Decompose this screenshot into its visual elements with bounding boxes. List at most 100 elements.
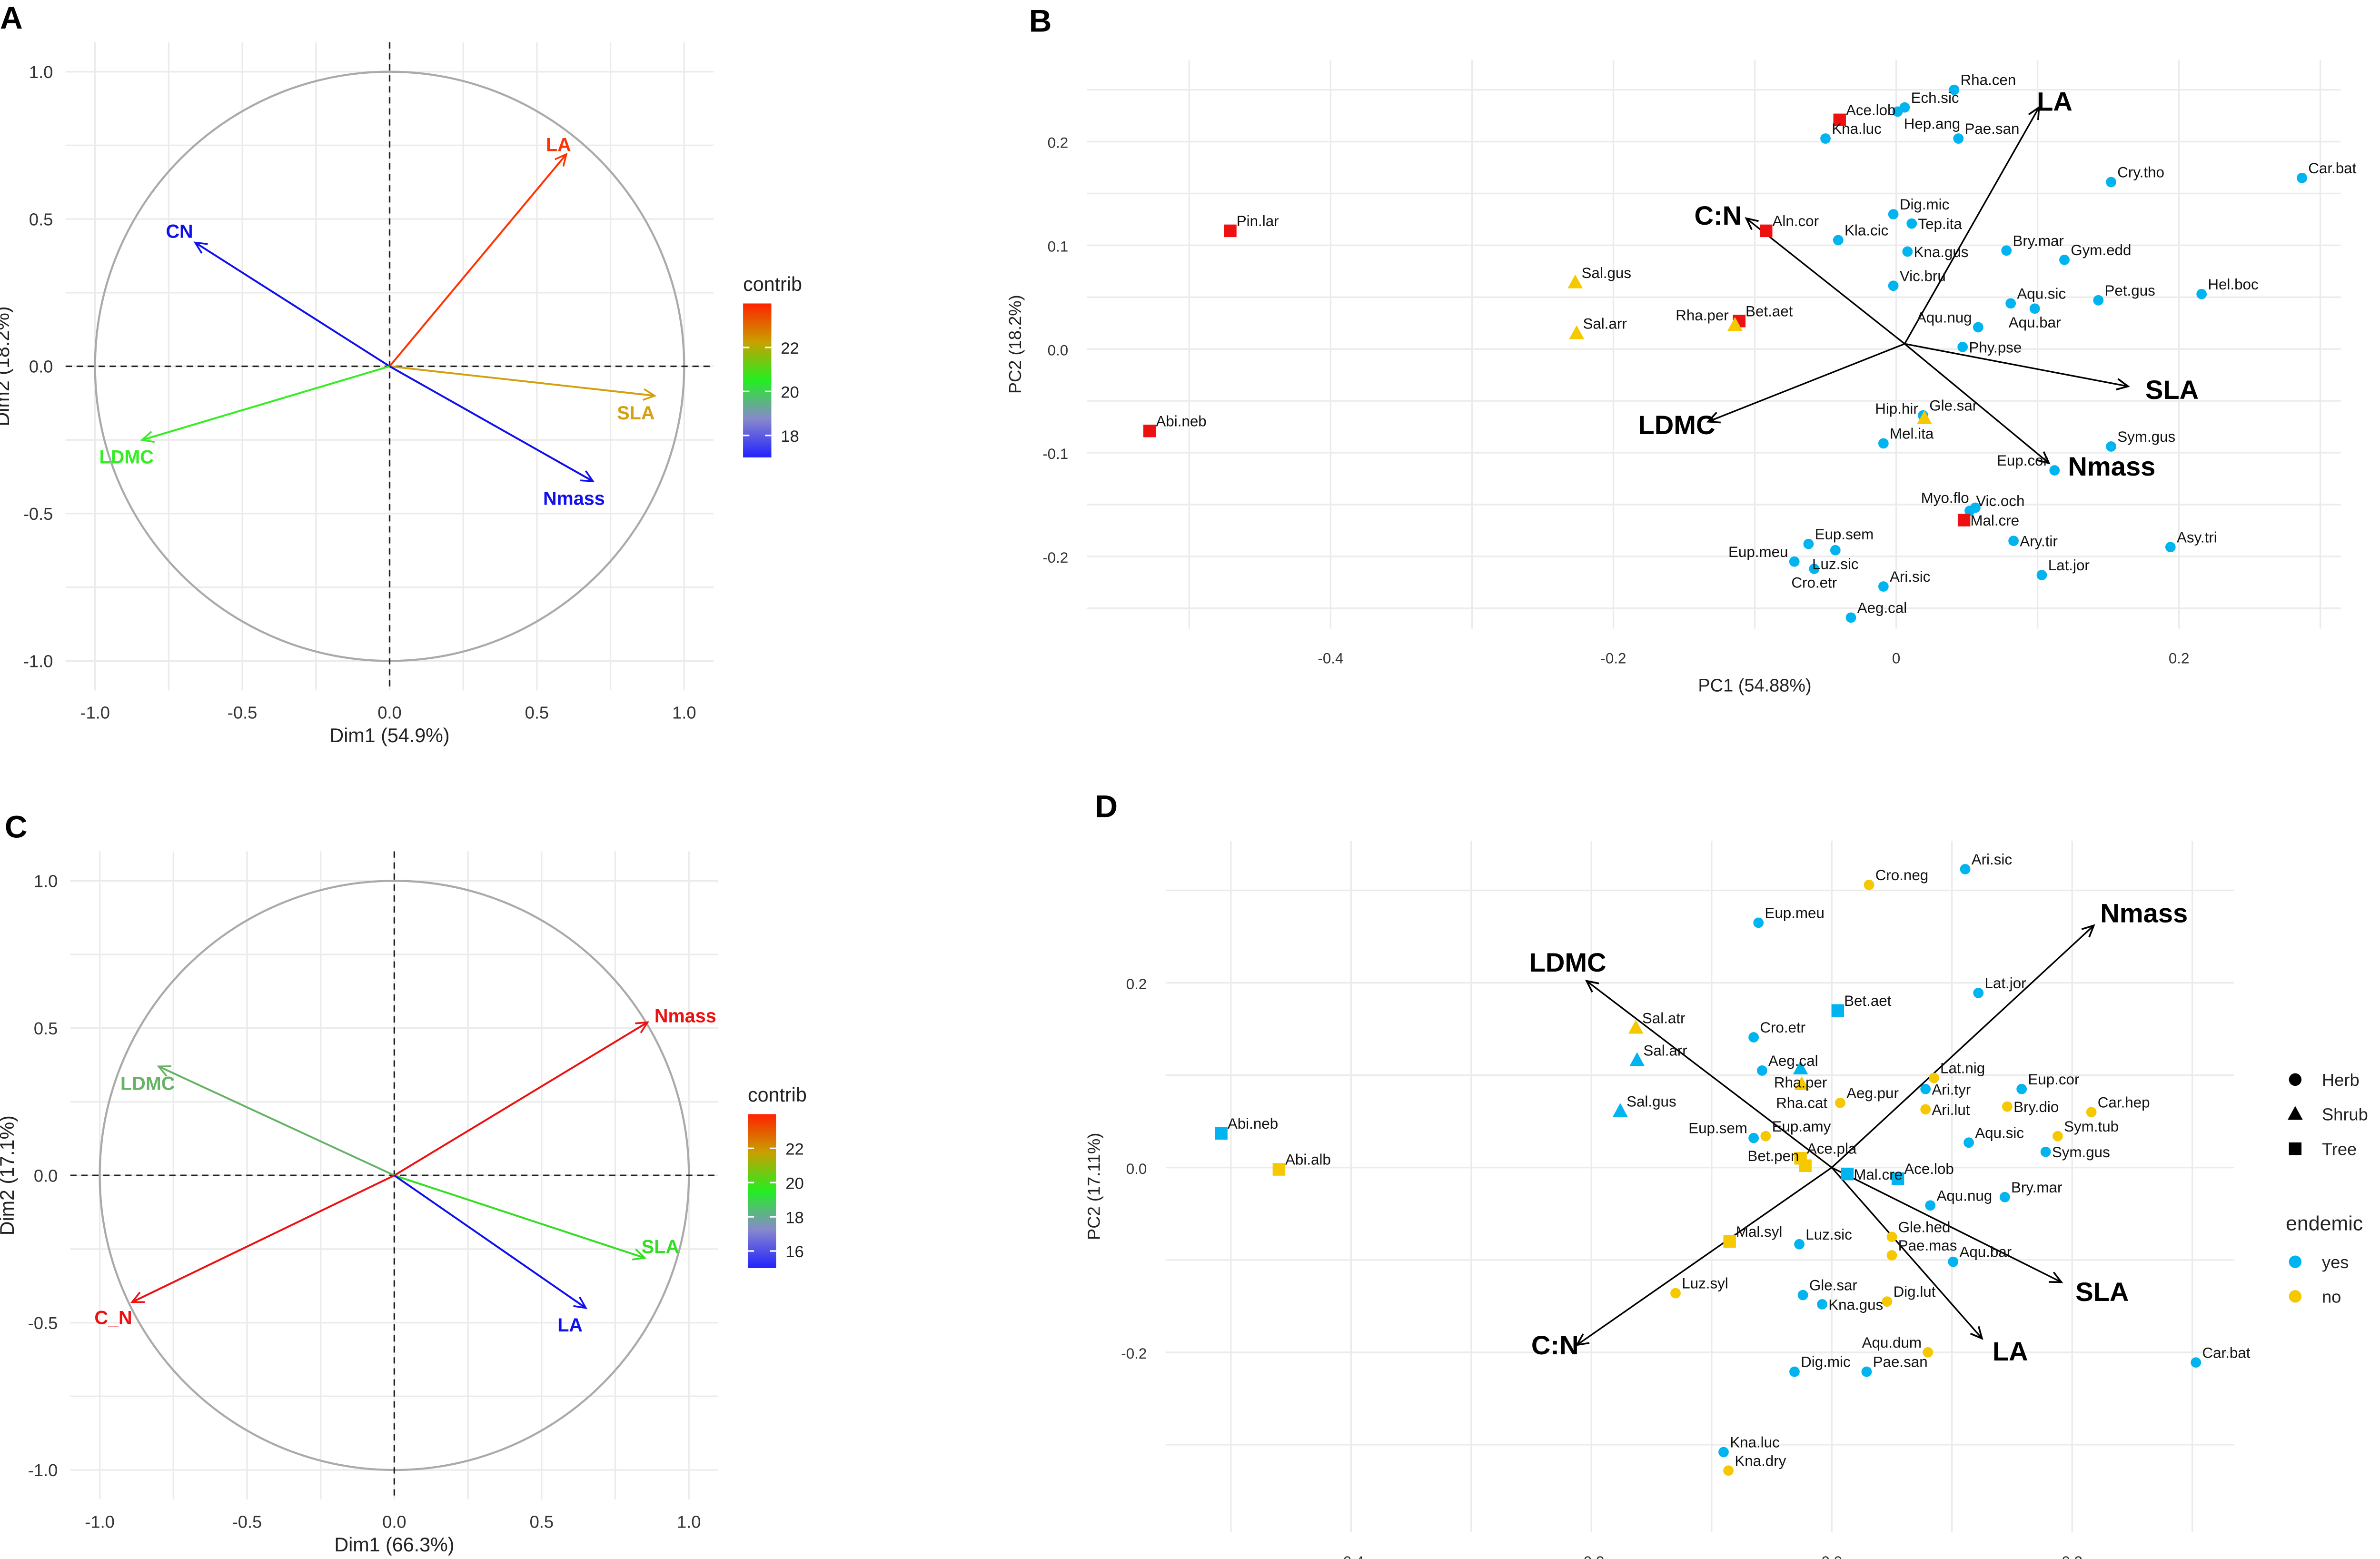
arrowhead <box>130 1291 145 1303</box>
point-herb <box>1999 1192 2010 1202</box>
point-tree <box>1760 224 1773 238</box>
point-shrub <box>1567 274 1583 288</box>
legend-tick-label: 22 <box>781 339 799 357</box>
point-label: Aeg.pur <box>1846 1085 1899 1102</box>
point-herb <box>2040 1146 2051 1157</box>
variable-label: LA <box>546 134 571 155</box>
point-label: Eup.meu <box>1728 544 1788 560</box>
arrowhead <box>554 152 568 167</box>
point-label: Sal.arr <box>1643 1043 1687 1059</box>
y-tick-label: -0.5 <box>28 1313 58 1333</box>
arrowhead <box>632 1248 647 1261</box>
variable-arrow-sla <box>389 365 655 397</box>
point-label: Car.bat <box>2202 1344 2250 1361</box>
y-tick-label: -0.1 <box>1042 446 1068 462</box>
point-label: Ari.sic <box>1890 568 1930 585</box>
point-herb <box>1845 612 1856 623</box>
point-label: Sal.atr <box>1642 1010 1686 1027</box>
point-herb <box>2016 1083 2027 1094</box>
variable-label: Nmass <box>654 1005 716 1026</box>
legend-tick-label: 18 <box>781 427 799 446</box>
point-label: Luz.sic <box>1805 1226 1852 1243</box>
point-label: Sal.gus <box>1581 265 1631 281</box>
point-herb <box>1888 280 1899 291</box>
point-label: Rha.per <box>1774 1074 1827 1091</box>
legend-title: endemic <box>2286 1212 2363 1235</box>
point-label: Asy.tri <box>2177 529 2217 546</box>
arrowhead <box>1970 1326 1983 1340</box>
point-herb <box>1888 209 1899 219</box>
variable-label: CN <box>166 221 193 242</box>
point-label: Ech.sic <box>1911 89 1959 106</box>
point-label: Hel.boc <box>2208 276 2258 293</box>
point-herb <box>1794 1239 1805 1250</box>
point-herb <box>1892 106 1903 117</box>
point-label: Mal.syl <box>1736 1223 1783 1240</box>
point-label: Aeg.cal <box>1768 1053 1818 1069</box>
point-herb <box>2191 1357 2202 1368</box>
point-herb <box>1973 322 1983 333</box>
point-label: Sym.gus <box>2052 1144 2110 1161</box>
point-herb <box>2005 298 2016 309</box>
point-label: Cro.etr <box>1760 1019 1805 1036</box>
x-tick-label: 0.5 <box>530 1512 554 1531</box>
point-label: Gle.sar <box>1929 397 1977 414</box>
point-label: Kla.cic <box>1844 222 1888 239</box>
x-tick-label: -1.0 <box>85 1512 115 1531</box>
point-herb <box>1886 1231 1897 1242</box>
point-label: Myo.flo <box>1921 490 1969 506</box>
legend-label: yes <box>2322 1252 2349 1272</box>
point-herb <box>1830 545 1841 556</box>
y-tick-label: -0.2 <box>1042 549 1068 566</box>
panel-letter: C <box>5 809 28 844</box>
variable-arrow-la <box>388 153 567 367</box>
point-label: Aeg.cal <box>1857 599 1907 616</box>
point-label: Eup.amy <box>1772 1118 1831 1135</box>
loading-arrow <box>1904 107 2040 345</box>
x-tick-label: 1.0 <box>677 1512 701 1531</box>
x-tick-label: -0.4 <box>1318 650 1343 666</box>
x-tick-label: -1.0 <box>80 703 110 723</box>
point-label: Rha.cat <box>1776 1095 1827 1112</box>
legend-title: contrib <box>748 1084 807 1106</box>
arrowhead <box>1745 217 1759 230</box>
point-label: Mel.ita <box>1890 426 1934 442</box>
arrowhead <box>1575 1333 1590 1346</box>
point-herb <box>1920 1083 1931 1094</box>
point-tree <box>1224 224 1237 238</box>
point-shrub <box>1727 317 1743 331</box>
point-label: Ace.lob <box>1904 1161 1954 1177</box>
point-label: Vic.och <box>1976 493 2024 509</box>
point-herb <box>1878 581 1889 592</box>
x-tick-label: 1.0 <box>672 703 696 723</box>
point-herb <box>2049 465 2060 476</box>
y-tick-label: 0.5 <box>29 209 53 229</box>
point-tree <box>1272 1163 1286 1176</box>
point-label: Kna.luc <box>1832 120 1882 137</box>
point-label: Ari.lut <box>1932 1102 1970 1118</box>
loading-label: SLA <box>2145 375 2199 405</box>
point-herb <box>1723 1465 1734 1476</box>
y-axis-title: PC2 (18.2%) <box>1005 295 1025 394</box>
x-tick-label: -0.2 <box>1600 650 1626 666</box>
point-herb <box>1817 1299 1827 1310</box>
point-shrub <box>1794 1076 1809 1090</box>
point-label: Gym.edd <box>2071 242 2131 258</box>
point-herb <box>1953 133 1964 144</box>
point-label: Abi.alb <box>1285 1152 1331 1168</box>
legend-marker-yes <box>2289 1255 2302 1268</box>
point-label: Aln.cor <box>1772 213 1819 229</box>
x-axis-title: PC1 (54.88%) <box>1698 676 1811 696</box>
point-herb <box>1748 1132 1759 1143</box>
point-label: Bry.mar <box>2011 1179 2062 1196</box>
point-label: Bet.aet <box>1844 993 1892 1009</box>
loading-label: LA <box>2037 86 2073 116</box>
loading-arrow <box>1586 980 1833 1169</box>
y-tick-label: -0.2 <box>1121 1345 1147 1362</box>
point-label: Mal.cre <box>1970 512 2019 529</box>
point-herb <box>2008 536 2019 546</box>
legend-title: contrib <box>743 273 802 295</box>
point-herb <box>1820 133 1831 144</box>
variable-label: LA <box>557 1315 583 1336</box>
variable-arrow-ldmc <box>158 1065 395 1176</box>
